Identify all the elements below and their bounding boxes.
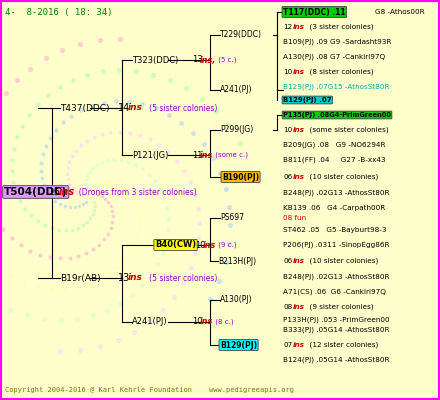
Text: ins: ins (128, 104, 143, 112)
Text: (9 c.): (9 c.) (216, 242, 237, 248)
Text: 08 fun: 08 fun (283, 215, 306, 221)
Text: (10 sister colonies): (10 sister colonies) (305, 258, 378, 264)
Text: ins: ins (293, 127, 305, 133)
Text: T117(DDC) .11: T117(DDC) .11 (283, 8, 346, 16)
Text: 07: 07 (283, 342, 292, 348)
Text: B333(PJ) .05G14 -AthosSt80R: B333(PJ) .05G14 -AthosSt80R (283, 327, 389, 333)
Text: 13: 13 (192, 56, 203, 64)
Text: B129(PJ): B129(PJ) (220, 340, 257, 350)
Text: 06: 06 (283, 258, 292, 264)
Text: ins: ins (293, 258, 305, 264)
Text: 14: 14 (118, 103, 130, 113)
Text: A241(PJ): A241(PJ) (220, 86, 253, 94)
Text: (Drones from 3 sister colonies): (Drones from 3 sister colonies) (74, 188, 197, 196)
Text: B811(FF) .04     G27 -B-xx43: B811(FF) .04 G27 -B-xx43 (283, 157, 385, 163)
Text: ins: ins (200, 318, 213, 326)
Text: 10: 10 (283, 69, 292, 75)
Text: A130(PJ) .08 G7 -Cankiri97Q: A130(PJ) .08 G7 -Cankiri97Q (283, 54, 385, 60)
Text: ins: ins (128, 274, 143, 282)
Text: ins: ins (293, 342, 305, 348)
Text: 13: 13 (118, 273, 130, 283)
Text: KB139 .06   G4 -Carpath00R: KB139 .06 G4 -Carpath00R (283, 205, 385, 211)
Text: T229(DDC): T229(DDC) (220, 30, 262, 40)
Text: (10 sister colonies): (10 sister colonies) (305, 174, 378, 180)
Text: 06: 06 (283, 174, 292, 180)
Text: B248(PJ) .02G13 -AthosSt80R: B248(PJ) .02G13 -AthosSt80R (283, 274, 389, 280)
Text: (some sister colonies): (some sister colonies) (305, 127, 389, 133)
Text: (3 sister colonies): (3 sister colonies) (305, 24, 374, 30)
Text: ins,: ins, (200, 56, 216, 64)
Text: A241(PJ): A241(PJ) (132, 318, 168, 326)
Text: ins: ins (59, 187, 75, 197)
Text: B109(PJ) .09 G9 -Sardasht93R: B109(PJ) .09 G9 -Sardasht93R (283, 39, 391, 45)
Text: B40(CW): B40(CW) (155, 240, 196, 250)
Text: PS697: PS697 (220, 214, 244, 222)
Text: (5 c.): (5 c.) (216, 57, 237, 63)
Text: ins: ins (293, 304, 305, 310)
Text: 10: 10 (192, 318, 202, 326)
Text: G8 -Athos00R: G8 -Athos00R (375, 9, 425, 15)
Text: B213H(PJ): B213H(PJ) (218, 256, 256, 266)
Text: ST462 .05   G5 -Bayburt98-3: ST462 .05 G5 -Bayburt98-3 (283, 227, 386, 233)
Text: (5 sister colonies): (5 sister colonies) (142, 104, 217, 112)
Text: P121(JG): P121(JG) (132, 150, 169, 160)
Text: (12 sister colonies): (12 sister colonies) (305, 342, 378, 348)
Text: B190(PJ): B190(PJ) (222, 172, 259, 182)
Text: 11: 11 (192, 150, 202, 160)
Text: 10: 10 (283, 127, 292, 133)
Text: P206(PJ) .0311 -SinopEgg86R: P206(PJ) .0311 -SinopEgg86R (283, 242, 389, 248)
Text: ins: ins (293, 24, 305, 30)
Text: B248(PJ) .02G13 -AthosSt80R: B248(PJ) .02G13 -AthosSt80R (283, 190, 389, 196)
Text: B124(PJ) .05G14 -AthosSt80R: B124(PJ) .05G14 -AthosSt80R (283, 357, 389, 363)
Text: 4-  8-2016 ( 18: 34): 4- 8-2016 ( 18: 34) (5, 8, 113, 17)
Text: B129(PJ) .07: B129(PJ) .07 (283, 97, 332, 103)
Text: B19r(AB): B19r(AB) (60, 274, 101, 282)
Text: ins: ins (293, 69, 305, 75)
Text: A130(PJ): A130(PJ) (220, 296, 253, 304)
Text: (8 c.): (8 c.) (213, 319, 234, 325)
Text: 15: 15 (48, 187, 61, 197)
Text: ins: ins (203, 240, 216, 250)
Text: (8 sister colonies): (8 sister colonies) (305, 69, 374, 75)
Text: A71(CS) .06  G6 -Cankiri97Q: A71(CS) .06 G6 -Cankiri97Q (283, 289, 386, 295)
Text: B209(JG) .08   G9 -NO6294R: B209(JG) .08 G9 -NO6294R (283, 142, 385, 148)
Text: ins: ins (293, 174, 305, 180)
Text: P299(JG): P299(JG) (220, 126, 253, 134)
Text: P135(PJ) .08G4-PrimGreen00: P135(PJ) .08G4-PrimGreen00 (283, 112, 391, 118)
Text: (9 sister colonies): (9 sister colonies) (305, 304, 374, 310)
Text: Copyright 2004-2016 @ Karl Kehrle Foundation    www.pedigreeapis.org: Copyright 2004-2016 @ Karl Kehrle Founda… (5, 387, 294, 393)
Text: (some c.): (some c.) (213, 152, 248, 158)
Text: T504(DDC): T504(DDC) (4, 187, 67, 197)
Text: 12: 12 (283, 24, 292, 30)
Text: T437(DDC): T437(DDC) (60, 104, 110, 112)
Text: 08: 08 (283, 304, 292, 310)
Text: T323(DDC): T323(DDC) (132, 56, 178, 64)
Text: P133H(PJ) .053 -PrimGreen00: P133H(PJ) .053 -PrimGreen00 (283, 317, 390, 323)
Text: B129(PJ) .07G15 -AthosSt80R: B129(PJ) .07G15 -AthosSt80R (283, 84, 389, 90)
Text: (5 sister colonies): (5 sister colonies) (142, 274, 217, 282)
Text: ins: ins (200, 150, 213, 160)
Text: 10: 10 (195, 240, 205, 250)
